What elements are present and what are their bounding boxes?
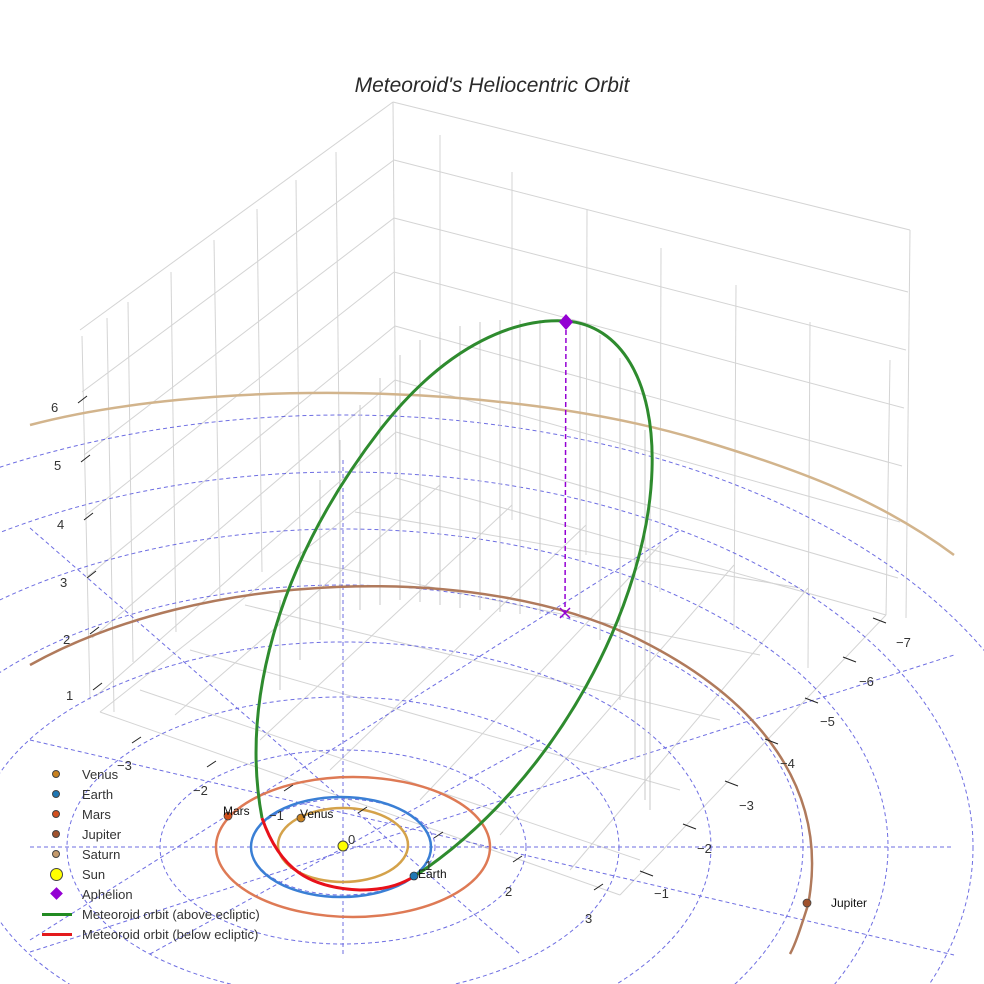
mars-dot-icon <box>52 810 60 818</box>
y-tick-neg6: −6 <box>859 674 874 689</box>
red-line-icon <box>42 933 72 936</box>
earth-marker[interactable] <box>409 871 419 881</box>
legend-item-earth[interactable]: Earth <box>38 784 260 804</box>
x-tick-neg1: −1 <box>269 808 284 823</box>
legend-item-orbit-below[interactable]: Meteoroid orbit (below ecliptic) <box>38 924 260 944</box>
jupiter-label: Jupiter <box>831 896 867 910</box>
legend-item-orbit-above[interactable]: Meteoroid orbit (above ecliptic) <box>38 904 260 924</box>
venus-label: Venus <box>300 807 333 821</box>
legend-label: Saturn <box>82 846 121 862</box>
legend-item-aphelion[interactable]: Aphelion <box>38 884 260 904</box>
y-tick-neg1: −1 <box>654 886 669 901</box>
venus-orbit <box>276 806 410 884</box>
z-tick-1: 1 <box>66 688 73 703</box>
venus-dot-icon <box>52 770 60 778</box>
drop-lines <box>279 320 651 810</box>
meteoroid-orbit-below <box>260 817 416 892</box>
x-tick-1: 1 <box>425 858 432 873</box>
y-axis <box>639 617 887 877</box>
earth-dot-icon <box>52 790 60 798</box>
z-tick-4: 4 <box>57 517 64 532</box>
mars-marker[interactable] <box>223 811 233 821</box>
legend-label: Earth <box>82 786 114 802</box>
planet-markers <box>223 811 812 908</box>
saturn-dot-icon <box>52 850 60 858</box>
x-tick-3: 3 <box>585 911 592 926</box>
legend-item-venus[interactable]: Venus <box>38 764 260 784</box>
legend-item-saturn[interactable]: Saturn <box>38 844 260 864</box>
aphelion-projection-x <box>559 607 571 619</box>
legend-item-mars[interactable]: Mars <box>38 804 260 824</box>
x-tick-neg3: −3 <box>117 758 132 773</box>
saturn-orbit <box>29 391 955 557</box>
y-tick-neg5: −5 <box>820 714 835 729</box>
x-tick-neg2: −2 <box>193 783 208 798</box>
legend-item-jupiter[interactable]: Jupiter <box>38 824 260 844</box>
jupiter-marker[interactable] <box>802 898 812 908</box>
earth-label: Earth <box>418 867 447 881</box>
y-tick-neg7: −7 <box>896 635 911 650</box>
earth-orbit <box>249 795 433 899</box>
meteoroid-orbit <box>254 319 654 892</box>
legend-label: Sun <box>82 866 106 882</box>
legend-label: Meteoroid orbit (above ecliptic) <box>82 906 260 922</box>
chart-title: Meteoroid's Heliocentric Orbit <box>354 74 630 97</box>
legend-item-sun[interactable]: Sun <box>38 864 260 884</box>
legend-label: Venus <box>82 766 119 782</box>
z-tick-3: 3 <box>60 575 67 590</box>
x-axis <box>131 736 604 891</box>
x-tick-0: 0 <box>348 832 355 847</box>
legend: Venus Earth Mars Jupiter Saturn Sun Aphe… <box>38 764 260 944</box>
polar-grid <box>0 414 984 984</box>
aphelion-dropline <box>564 321 567 614</box>
mars-label: Mars <box>223 804 250 818</box>
z-axis <box>77 395 103 691</box>
meteoroid-orbit-above <box>254 319 654 878</box>
legend-label: Meteoroid orbit (below ecliptic) <box>82 926 259 942</box>
legend-label: Mars <box>82 806 111 822</box>
sun-dot-icon <box>50 868 63 881</box>
back-grid <box>79 101 911 896</box>
z-tick-2: 2 <box>63 632 70 647</box>
z-tick-6: 6 <box>51 400 58 415</box>
green-line-icon <box>42 913 72 916</box>
venus-marker[interactable] <box>296 813 306 823</box>
z-tick-5: 5 <box>54 458 61 473</box>
legend-label: Aphelion <box>82 886 133 902</box>
legend-label: Jupiter <box>82 826 122 842</box>
aphelion-marker[interactable] <box>559 314 573 330</box>
x-tick-2: 2 <box>505 884 512 899</box>
y-tick-neg3: −3 <box>739 798 754 813</box>
sun-marker[interactable] <box>337 840 349 852</box>
y-tick-neg4: −4 <box>780 756 795 771</box>
y-tick-neg2: −2 <box>697 841 712 856</box>
mars-orbit <box>214 775 492 919</box>
aphelion-diamond-icon <box>50 887 63 900</box>
jupiter-dot-icon <box>52 830 60 838</box>
